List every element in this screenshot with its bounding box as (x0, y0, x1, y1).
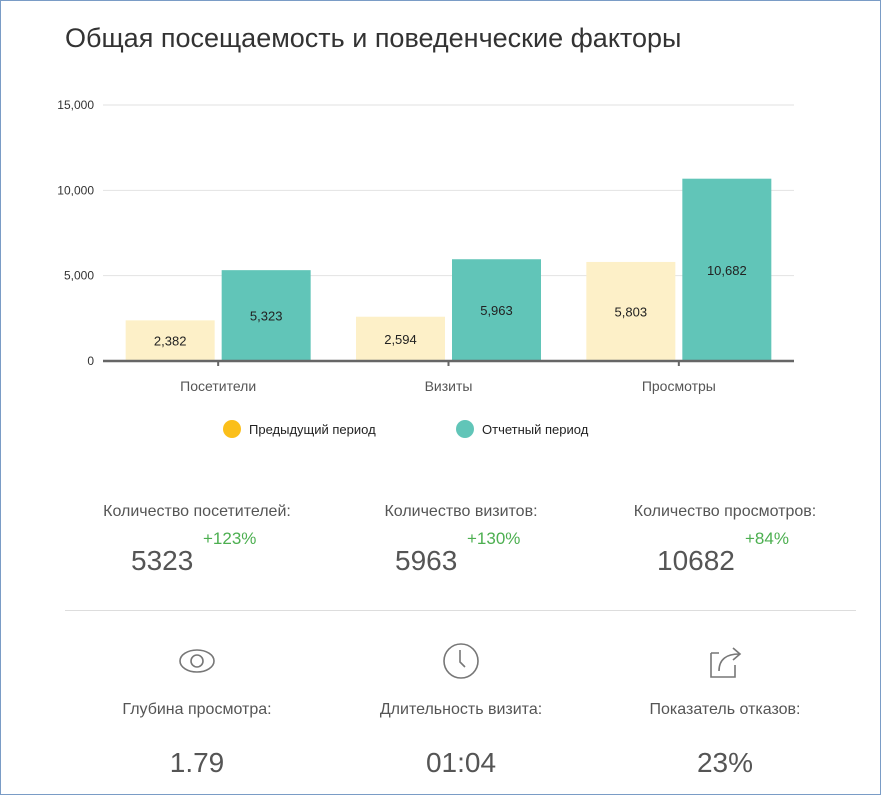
y-tick-label: 15,000 (57, 98, 94, 112)
kpi-value: 01:04 (425, 747, 497, 778)
bar-data-label: 5,803 (615, 304, 648, 319)
y-tick-label: 0 (87, 354, 94, 368)
y-tick-label: 10,000 (57, 183, 94, 197)
legend-label: Отчетный период (482, 421, 589, 437)
bar-current (682, 178, 772, 361)
share-icon (710, 647, 742, 678)
stat-visitors: Количество посетителей: 5323 +123% (67, 503, 327, 576)
bar-data-label: 5,323 (250, 309, 283, 324)
kpi-label: Показатель отказов: (649, 701, 801, 718)
x-tick-label: Визиты (425, 378, 473, 394)
clock-icon (443, 643, 479, 679)
kpi-label: Длительность визита: (379, 701, 543, 718)
stat-visits: Количество визитов: 5963 +130% (331, 503, 591, 576)
kpi-value: 1.79 (169, 747, 225, 778)
x-tick-label: Просмотры (642, 378, 716, 394)
bar-chart: 0 5,000 10,000 15,000 2,382 5,323 Посетители 2,… (57, 98, 794, 394)
stat-value: 5963 (395, 545, 458, 576)
legend-item-current[interactable]: Отчетный период (456, 420, 588, 438)
bar-data-label: 2,382 (154, 334, 187, 349)
stat-label: Количество посетителей: (103, 503, 291, 520)
y-tick-label: 5,000 (64, 269, 94, 283)
legend-label: Предыдущий период (249, 421, 376, 437)
stat-views: Количество просмотров: 10682 +84% (595, 503, 855, 576)
bar-current (221, 270, 311, 361)
bar-previous (586, 261, 676, 361)
bar-current (452, 259, 541, 361)
bar-previous (125, 320, 215, 361)
divider (65, 610, 856, 611)
stat-label: Количество просмотров: (633, 503, 817, 520)
page-title: Общая посещаемость и поведенческие факто… (65, 23, 682, 53)
stat-label: Количество визитов: (384, 503, 538, 520)
kpi-duration: Длительность визита: 01:04 (341, 641, 581, 779)
legend-item-previous[interactable]: Предыдущий период (223, 420, 376, 438)
stat-delta: +84% (745, 529, 789, 548)
bar-data-label: 5,963 (480, 303, 513, 318)
stat-delta: +130% (467, 529, 521, 548)
legend-dot-current-icon (456, 420, 474, 438)
stat-value: 10682 (657, 545, 735, 576)
kpi-bounce: Показатель отказов: 23% (605, 641, 845, 779)
legend-dot-previous-icon (223, 420, 241, 438)
bar-data-label: 10,682 (707, 263, 747, 278)
bar-previous (356, 316, 445, 361)
kpi-value: 23% (696, 747, 754, 778)
x-tick-label: Посетители (180, 378, 256, 394)
kpi-label: Глубина просмотра: (122, 701, 272, 718)
stat-value: 5323 (131, 545, 194, 576)
bar-data-label: 2,594 (384, 332, 417, 347)
kpi-depth: Глубина просмотра: 1.79 (77, 641, 317, 779)
eye-icon (179, 649, 215, 673)
stat-delta: +123% (203, 529, 257, 548)
